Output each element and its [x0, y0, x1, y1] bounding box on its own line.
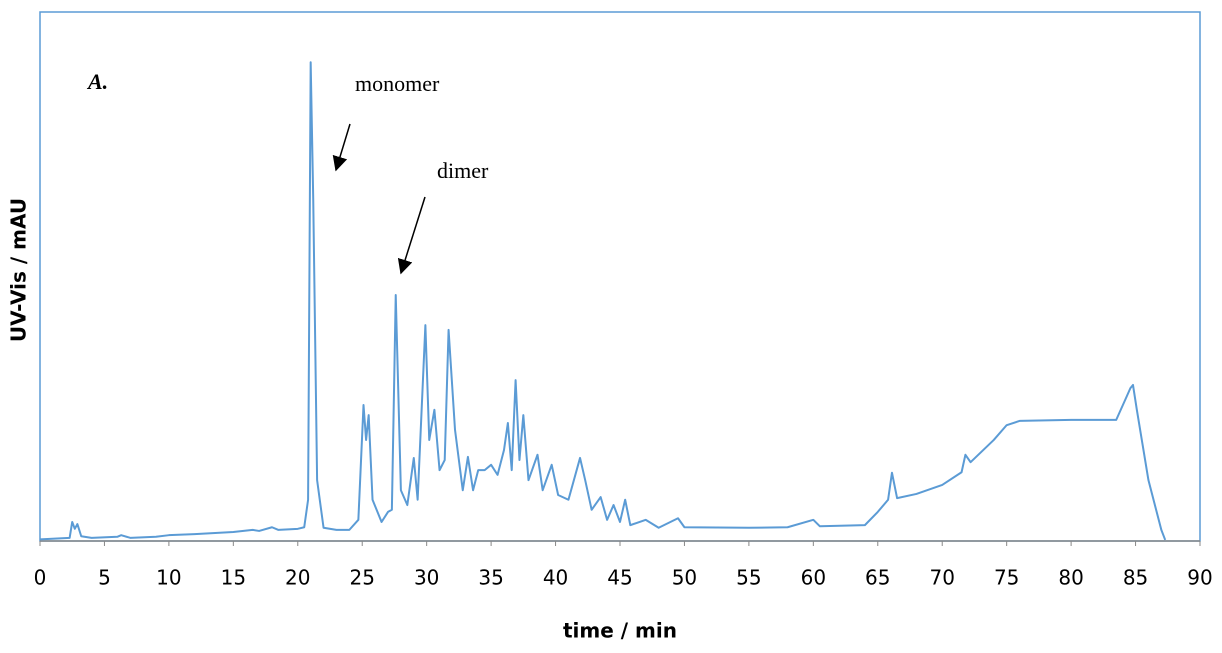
arrow: [332, 123, 351, 172]
x-axis-label: time / min: [563, 619, 677, 643]
annotation: dimer: [437, 158, 489, 183]
panel-label: A.: [86, 69, 108, 94]
y-axis-label: UV-Vis / mAU: [7, 198, 31, 342]
x-tick-label: 20: [285, 566, 310, 590]
x-tick-label: 5: [98, 566, 111, 590]
arrow: [397, 196, 426, 275]
x-tick-label: 85: [1123, 566, 1148, 590]
annotation: monomer: [355, 71, 440, 96]
x-tick-label: 70: [929, 566, 954, 590]
x-tick-label: 35: [478, 566, 503, 590]
x-tick-label: 50: [672, 566, 697, 590]
line-series: [39, 61, 1167, 541]
plot-frame: [39, 11, 1201, 542]
x-tick-label: 75: [994, 566, 1019, 590]
x-tick-label: 45: [607, 566, 632, 590]
x-tick-label: 0: [34, 566, 47, 590]
x-tick-label: 90: [1187, 566, 1212, 590]
x-tick-label: 10: [156, 566, 181, 590]
x-tick-label: 15: [221, 566, 246, 590]
x-tick-label: 55: [736, 566, 761, 590]
x-tick-label: 40: [543, 566, 568, 590]
x-tick-label: 60: [801, 566, 826, 590]
x-tick-label: 30: [414, 566, 439, 590]
x-tick-label: 25: [349, 566, 374, 590]
x-tick-label: 80: [1058, 566, 1083, 590]
x-tick-label: 65: [865, 566, 890, 590]
